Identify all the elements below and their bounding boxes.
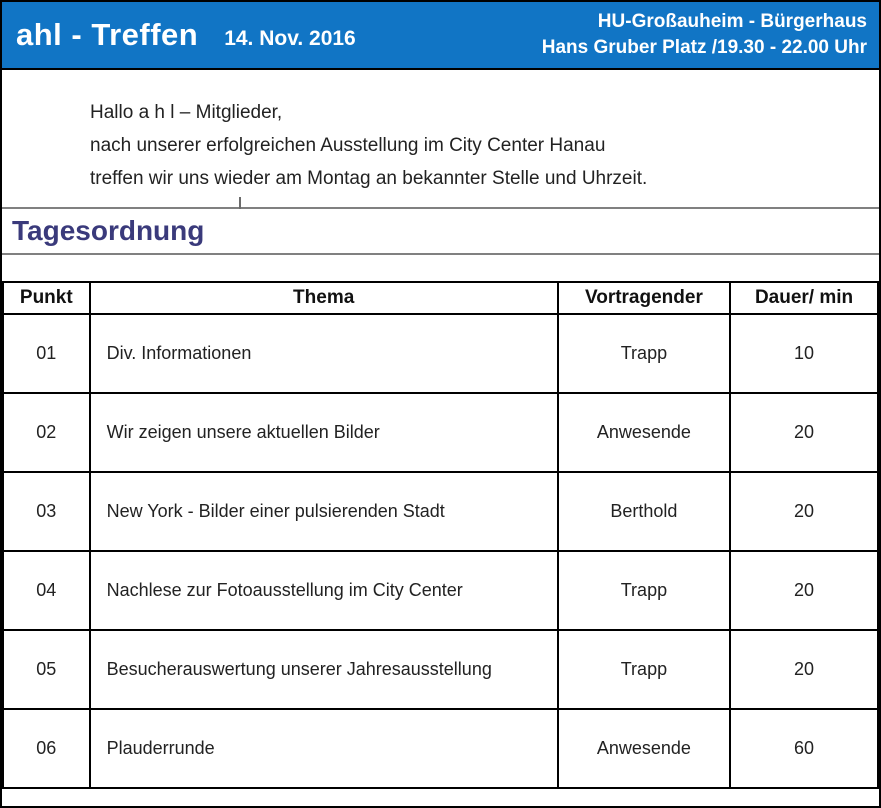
table-row: 05 Besucherauswertung unserer Jahresauss…: [2, 629, 879, 710]
cell-punkt: 01: [2, 313, 91, 394]
column-header-dauer: Dauer/ min: [729, 281, 879, 315]
table-row: 04 Nachlese zur Fotoausstellung im City …: [2, 550, 879, 631]
cell-thema: New York - Bilder einer pulsierenden Sta…: [88, 471, 559, 552]
cell-vortragender: Anwesende: [556, 708, 732, 789]
page-title: ahl - Treffen: [16, 17, 199, 52]
cell-dauer: 10: [729, 313, 879, 394]
cell-vortragender: Trapp: [556, 550, 732, 631]
cell-thema: Nachlese zur Fotoausstellung im City Cen…: [88, 550, 559, 631]
header-location-line2: Hans Gruber Platz /19.30 - 22.00 Uhr: [541, 37, 867, 58]
cell-dauer: 20: [729, 629, 879, 710]
greeting-line3: treffen wir uns wieder am Montag an beka…: [90, 168, 648, 189]
cell-dauer: 60: [729, 708, 879, 789]
section-heading-row: Tagesordnung: [2, 207, 879, 255]
header-band: ahl - Treffen 14. Nov. 2016 HU-Großauhei…: [2, 2, 879, 70]
cell-punkt: 03: [2, 471, 91, 552]
cell-punkt: 05: [2, 629, 91, 710]
cell-divider-artifact: [239, 197, 241, 209]
header-date: 14. Nov. 2016: [224, 27, 356, 50]
cell-thema: Div. Informationen: [88, 313, 559, 394]
column-header-punkt: Punkt: [2, 281, 91, 315]
table-row: 06 Plauderrunde Anwesende 60: [2, 708, 879, 789]
cell-vortragender: Trapp: [556, 313, 732, 394]
greeting-line2: nach unserer erfolgreichen Ausstellung i…: [90, 135, 606, 156]
cell-punkt: 06: [2, 708, 91, 789]
greeting-paragraph: Hallo a h l – Mitglieder, nach unserer e…: [2, 70, 879, 207]
column-header-vortragender: Vortragender: [556, 281, 732, 315]
header-location-line1: HU-Großauheim - Bürgerhaus: [597, 11, 867, 33]
cell-thema: Besucherauswertung unserer Jahresausstel…: [88, 629, 559, 710]
cell-vortragender: Berthold: [556, 471, 732, 552]
table-row: 02 Wir zeigen unsere aktuellen Bilder An…: [2, 392, 879, 473]
cell-punkt: 04: [2, 550, 91, 631]
cell-dauer: 20: [729, 550, 879, 631]
spacer: [2, 255, 879, 281]
table-row: 03 New York - Bilder einer pulsierenden …: [2, 471, 879, 552]
agenda-table-header: Punkt Thema Vortragender Dauer/ min: [2, 281, 879, 315]
table-row: 01 Div. Informationen Trapp 10: [2, 313, 879, 394]
column-header-thema: Thema: [88, 281, 559, 315]
header-location: HU-Großauheim - Bürgerhaus Hans Gruber P…: [542, 9, 867, 60]
header-row: Punkt Thema Vortragender Dauer/ min: [2, 281, 879, 315]
greeting-line1: Hallo a h l – Mitglieder,: [90, 102, 283, 123]
cell-dauer: 20: [729, 471, 879, 552]
cell-vortragender: Trapp: [556, 629, 732, 710]
cell-thema: Wir zeigen unsere aktuellen Bilder: [88, 392, 559, 473]
cell-dauer: 20: [729, 392, 879, 473]
agenda-table-body: 01 Div. Informationen Trapp 10 02 Wir ze…: [2, 313, 879, 789]
cell-vortragender: Anwesende: [556, 392, 732, 473]
header-title-group: ahl - Treffen 14. Nov. 2016: [16, 17, 356, 53]
cell-punkt: 02: [2, 392, 91, 473]
cell-thema: Plauderrunde: [88, 708, 559, 789]
agenda-table: Punkt Thema Vortragender Dauer/ min 01 D…: [2, 281, 879, 789]
section-heading: Tagesordnung: [12, 215, 205, 246]
